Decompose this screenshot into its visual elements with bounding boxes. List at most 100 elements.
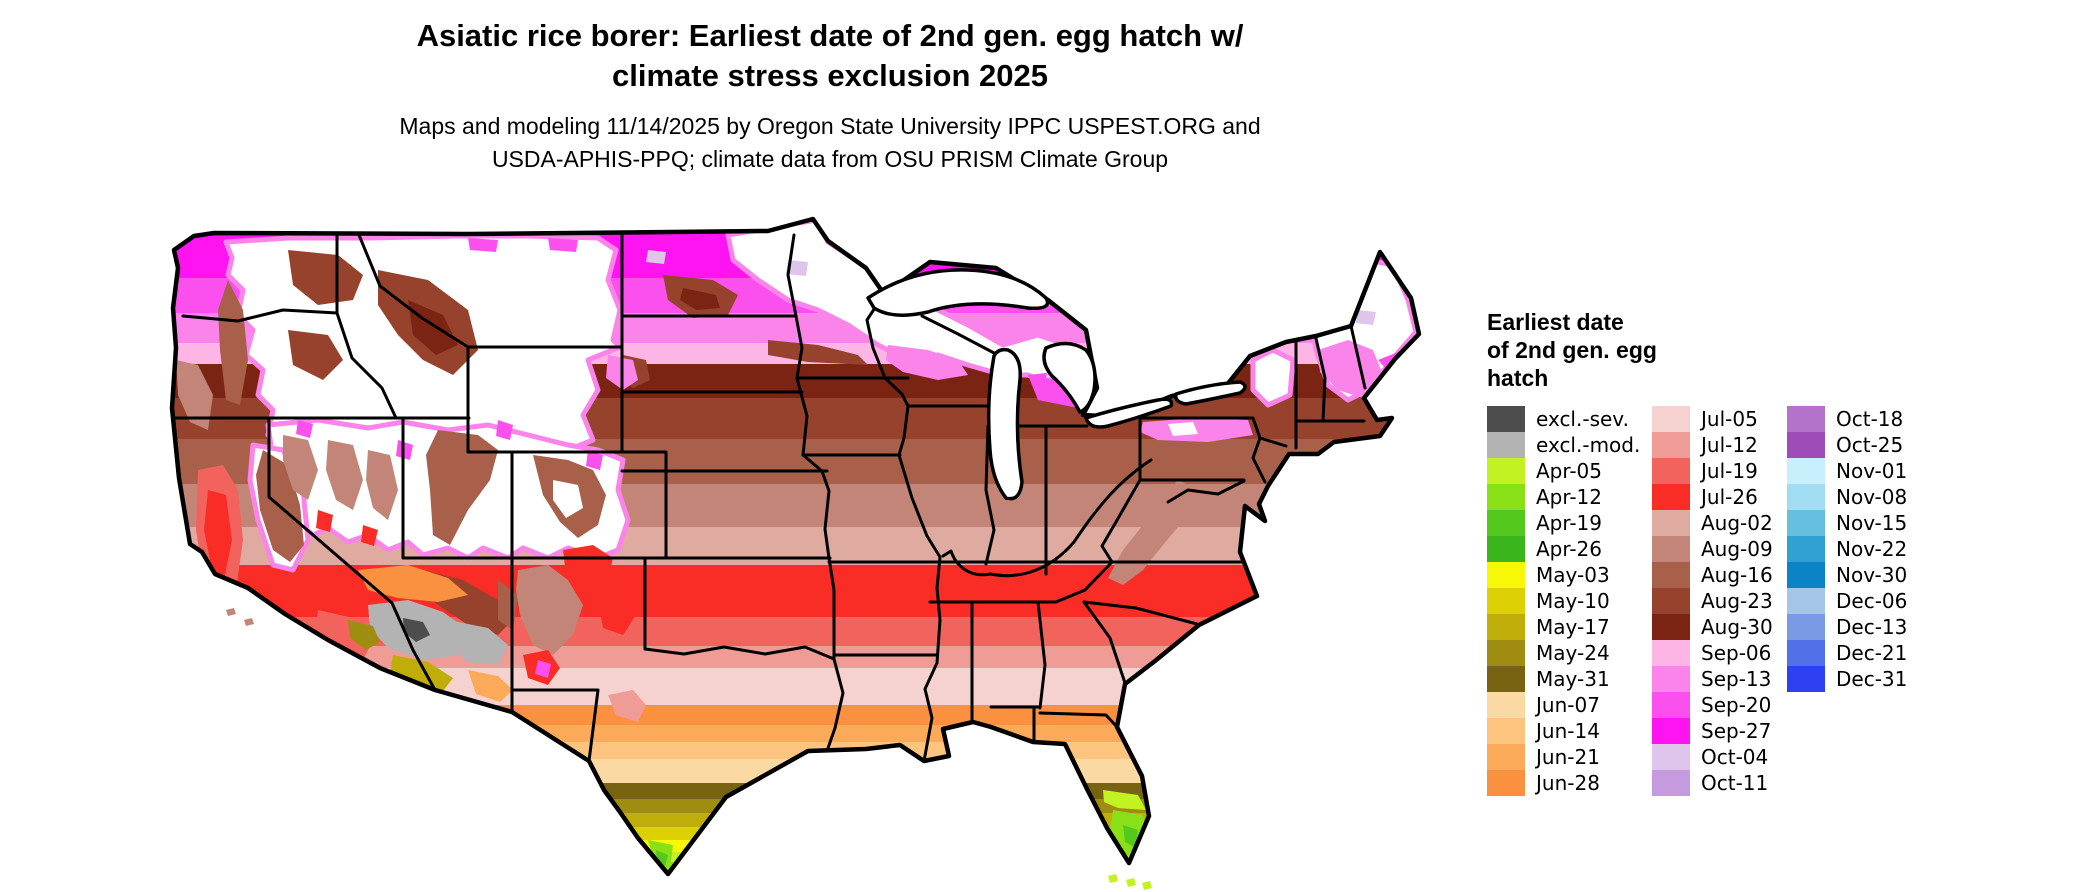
desert-jun-28 xyxy=(358,565,468,602)
legend-label: Nov-30 xyxy=(1836,563,1908,587)
legend-item: Aug-09 xyxy=(1652,536,1787,562)
legend-item: Sep-27 xyxy=(1652,718,1787,744)
legend-swatch xyxy=(1487,484,1525,510)
channel-islands xyxy=(226,608,254,626)
legend-item: Nov-22 xyxy=(1787,536,1937,562)
green-apr-12 xyxy=(648,810,1148,870)
legend-label: Oct-18 xyxy=(1836,407,1904,431)
figure-header: Asiatic rice borer: Earliest date of 2nd… xyxy=(0,16,1660,176)
legend-item: Jul-19 xyxy=(1652,458,1787,484)
legend-item: Nov-30 xyxy=(1787,562,1937,588)
state-borders xyxy=(173,233,1367,763)
band-may-31 xyxy=(172,783,1419,799)
legend-label: May-10 xyxy=(1536,589,1610,613)
legend-label: Jun-28 xyxy=(1536,771,1600,795)
legend-column-3: Oct-18 Oct-25 Nov-01 Nov-08 Nov-15 Nov-22 Nov-… xyxy=(1787,406,1937,692)
lake-michigan xyxy=(986,347,1024,501)
legend-label: Sep-13 xyxy=(1701,667,1772,691)
band-jun-14 xyxy=(172,742,1419,759)
lake-superior xyxy=(866,268,1050,317)
title-line2: climate stress exclusion 2025 xyxy=(612,58,1048,93)
band-may-17 xyxy=(172,813,1419,827)
state-borders-midwest xyxy=(865,292,1089,763)
legend-swatch xyxy=(1652,614,1690,640)
legend-label: Sep-27 xyxy=(1701,719,1772,743)
legend-label: Jul-26 xyxy=(1701,485,1758,509)
legend-swatch xyxy=(1652,562,1690,588)
legend-swatch xyxy=(1652,640,1690,666)
legend-item: Jun-21 xyxy=(1487,744,1652,770)
legend-swatch xyxy=(1652,692,1690,718)
band-jun-28 xyxy=(172,705,1419,725)
legend-label: Aug-23 xyxy=(1701,589,1773,613)
legend-swatch xyxy=(1652,406,1690,432)
legend-swatch xyxy=(1787,614,1825,640)
legend-item: May-03 xyxy=(1487,562,1652,588)
legend-item: May-31 xyxy=(1487,666,1652,692)
legend-swatch xyxy=(1787,588,1825,614)
legend-item: Jul-26 xyxy=(1652,484,1787,510)
legend-label: Dec-31 xyxy=(1836,667,1908,691)
legend-swatch xyxy=(1487,406,1525,432)
legend-item: Apr-12 xyxy=(1487,484,1652,510)
subtitle-line1: Maps and modeling 11/14/2025 by Oregon S… xyxy=(399,113,1261,139)
legend-item: Oct-11 xyxy=(1652,770,1787,796)
legend-label: Jul-12 xyxy=(1701,433,1758,457)
legend-swatch xyxy=(1487,614,1525,640)
legend-title-line3: hatch xyxy=(1487,365,1549,391)
band-jul-05 xyxy=(172,668,1419,705)
terrain-aug-09 xyxy=(176,360,1198,655)
legend-item: Dec-13 xyxy=(1787,614,1937,640)
legend-swatch xyxy=(1652,744,1690,770)
legend-swatch xyxy=(1652,432,1690,458)
legend-swatch xyxy=(1787,640,1825,666)
legend-item: Aug-02 xyxy=(1652,510,1787,536)
legend-label: Nov-08 xyxy=(1836,485,1908,509)
state-borders-west xyxy=(173,233,832,712)
map-legend: Earliest date of 2nd gen. egg hatch excl… xyxy=(1487,308,2087,796)
legend-swatch xyxy=(1787,562,1825,588)
state-borders-east xyxy=(1054,324,1367,685)
legend-swatch xyxy=(1787,484,1825,510)
white-zone-adirondacks xyxy=(1250,347,1296,408)
legend-item: excl.-sev. xyxy=(1487,406,1652,432)
legend-label: Apr-05 xyxy=(1536,459,1602,483)
legend-label: Jun-07 xyxy=(1536,693,1600,717)
band-apr-12 xyxy=(172,862,1419,871)
legend-swatch xyxy=(1787,432,1825,458)
april-green-zones xyxy=(648,790,1148,870)
state-borders-plains xyxy=(510,233,910,763)
legend-item: May-10 xyxy=(1487,588,1652,614)
florida-keys xyxy=(1108,874,1152,890)
legend-label: Aug-16 xyxy=(1701,563,1773,587)
desert-may-24 xyxy=(348,620,380,650)
legend-item: Apr-05 xyxy=(1487,458,1652,484)
legend-label: Oct-25 xyxy=(1836,433,1904,457)
green-apr-05 xyxy=(1103,790,1146,810)
legend-columns: excl.-sev. excl.-mod. Apr-05 Apr-12 Apr-19 Ap… xyxy=(1487,406,2087,796)
legend-swatch xyxy=(1487,718,1525,744)
legend-swatch xyxy=(1787,536,1825,562)
legend-column-1: excl.-sev. excl.-mod. Apr-05 Apr-12 Apr-19 Ap… xyxy=(1487,406,1652,796)
legend-label: May-17 xyxy=(1536,615,1610,639)
legend-label: excl.-sev. xyxy=(1536,407,1629,431)
legend-swatch xyxy=(1787,510,1825,536)
legend-title-line1: Earliest date xyxy=(1487,309,1624,335)
legend-item: Nov-15 xyxy=(1787,510,1937,536)
lake-huron xyxy=(1042,341,1097,414)
legend-column-2: Jul-05 Jul-12 Jul-19 Jul-26 Aug-02 Aug-09 Aug-… xyxy=(1652,406,1787,796)
figure-subtitle: Maps and modeling 11/14/2025 by Oregon S… xyxy=(0,110,1660,176)
legend-item: Dec-21 xyxy=(1787,640,1937,666)
legend-title: Earliest date of 2nd gen. egg hatch xyxy=(1487,308,2087,392)
legend-swatch xyxy=(1652,718,1690,744)
legend-item: Apr-19 xyxy=(1487,510,1652,536)
band-jun-07 xyxy=(172,759,1419,783)
legend-item: Jul-05 xyxy=(1652,406,1787,432)
great-lakes xyxy=(866,268,1247,501)
legend-item: Dec-31 xyxy=(1787,666,1937,692)
legend-item: Dec-06 xyxy=(1787,588,1937,614)
legend-label: May-03 xyxy=(1536,563,1610,587)
red-pink-patches xyxy=(196,465,646,722)
legend-swatch xyxy=(1652,770,1690,796)
legend-label: Jun-21 xyxy=(1536,745,1600,769)
